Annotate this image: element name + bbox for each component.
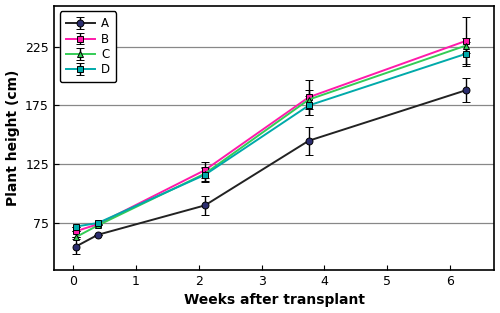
- X-axis label: Weeks after transplant: Weeks after transplant: [184, 294, 364, 307]
- Y-axis label: Plant height (cm): Plant height (cm): [6, 69, 20, 206]
- Legend: A, B, C, D: A, B, C, D: [60, 12, 116, 82]
